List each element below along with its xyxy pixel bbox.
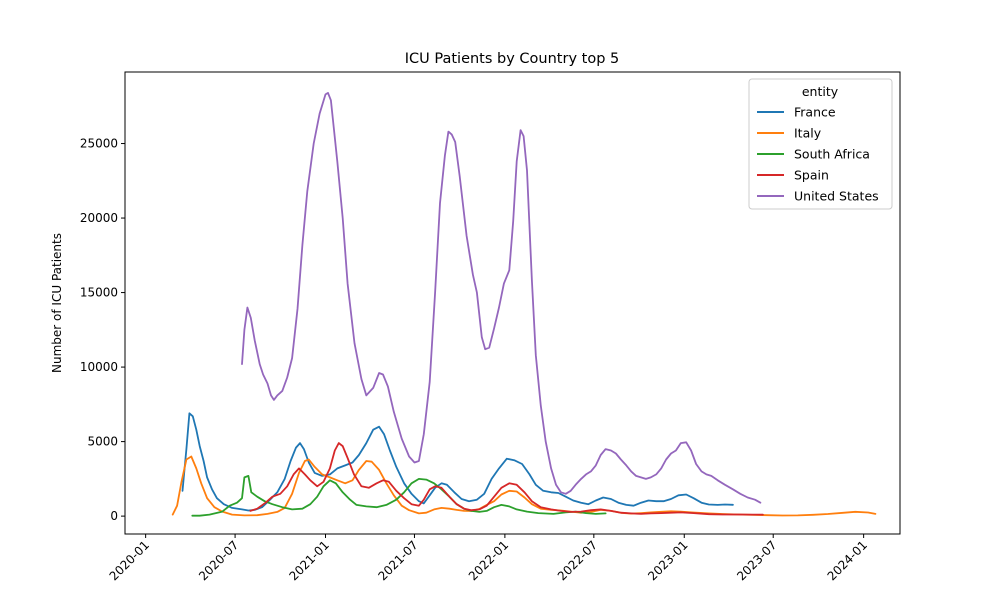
series-line-france bbox=[181, 412, 734, 512]
series-line-south-africa bbox=[191, 475, 607, 517]
legend: entity France Italy South Africa Spain Unite… bbox=[748, 78, 893, 210]
x-tick-label: 2022-01 bbox=[466, 538, 511, 583]
y-tick-label: 20000 bbox=[80, 211, 118, 225]
y-tick-label: 5000 bbox=[87, 435, 118, 449]
y-tick-label: 15000 bbox=[80, 286, 118, 300]
legend-label: Italy bbox=[794, 126, 822, 141]
legend-label: United States bbox=[794, 189, 879, 204]
x-tick-label: 2020-07 bbox=[196, 538, 241, 583]
series-line-united-states bbox=[241, 92, 762, 504]
x-tick-label: 2023-07 bbox=[734, 538, 779, 583]
x-tick-label: 2023-01 bbox=[645, 538, 690, 583]
y-tick-label: 10000 bbox=[80, 360, 118, 374]
x-tick-label: 2022-07 bbox=[555, 538, 600, 583]
x-tick-label: 2024-01 bbox=[825, 538, 870, 583]
legend-label: France bbox=[794, 105, 836, 120]
y-axis-title: Number of ICU Patients bbox=[50, 233, 64, 373]
plot-frame bbox=[124, 71, 901, 535]
x-tick-label: 2020-01 bbox=[107, 538, 152, 583]
x-tick-label: 2021-01 bbox=[287, 538, 332, 583]
y-tick-label: 25000 bbox=[80, 137, 118, 151]
y-tick-label: 0 bbox=[110, 509, 118, 523]
series-line-spain bbox=[249, 442, 764, 516]
legend-title: entity bbox=[802, 84, 839, 99]
chart-title: ICU Patients by Country top 5 bbox=[405, 51, 619, 67]
legend-label: South Africa bbox=[794, 147, 870, 162]
legend-items: France Italy South Africa Spain United State… bbox=[757, 105, 879, 204]
x-tick-label: 2021-07 bbox=[375, 538, 420, 583]
y-axis-ticks: 0 5000 10000 15000 20000 25000 bbox=[80, 137, 125, 523]
series-lines bbox=[171, 92, 877, 517]
x-axis-ticks: 2020-01 2020-07 2021-01 2021-07 2022-01 2022-… bbox=[107, 534, 870, 583]
legend-box bbox=[748, 78, 893, 210]
legend-label: Spain bbox=[794, 168, 829, 183]
axes bbox=[124, 71, 901, 535]
